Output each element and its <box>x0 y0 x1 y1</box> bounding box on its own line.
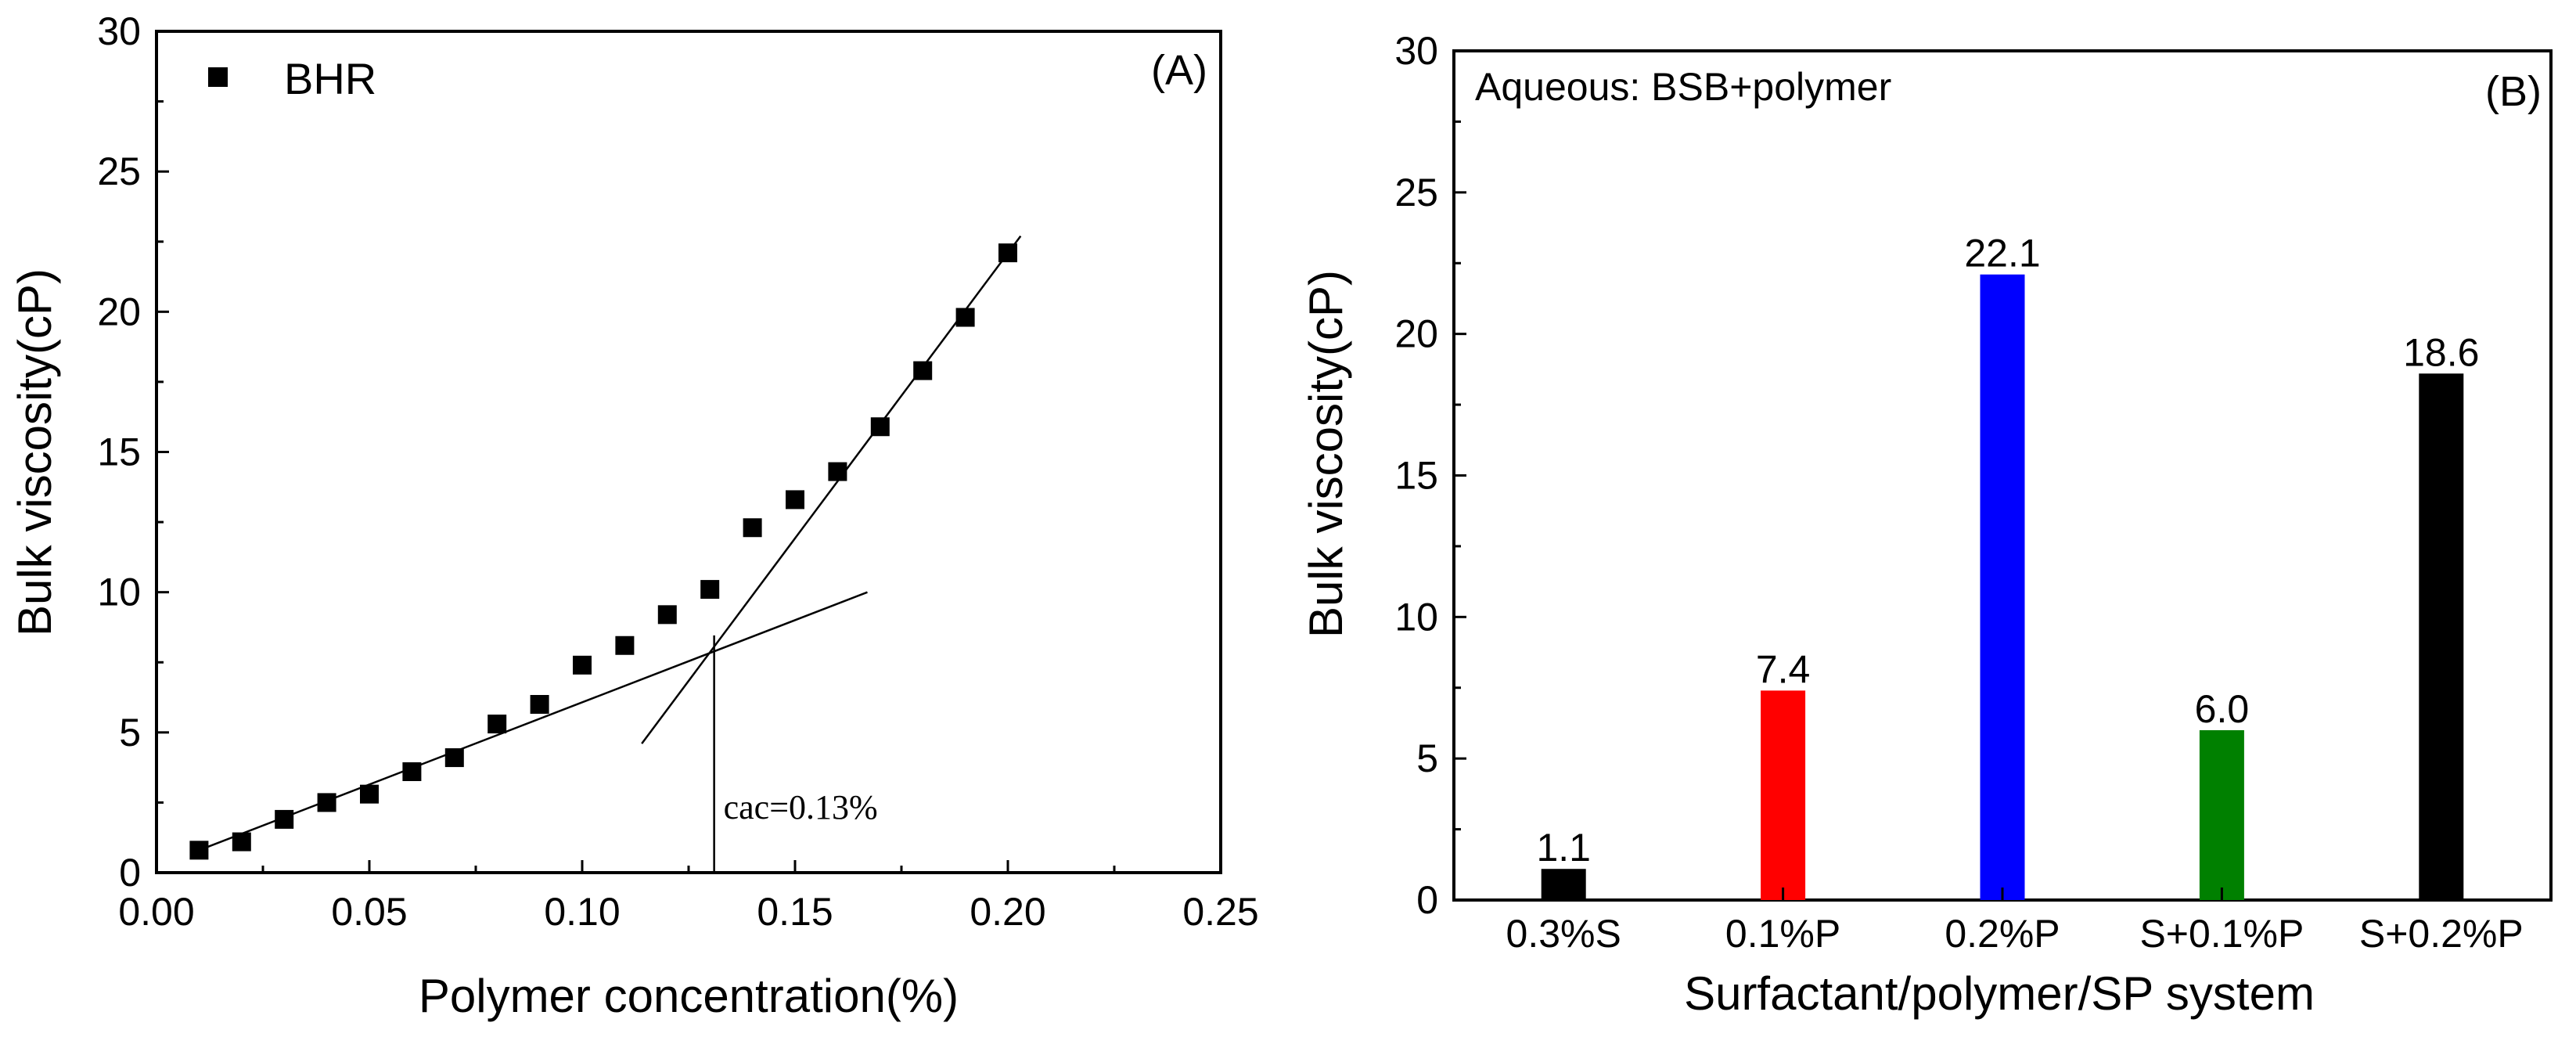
bar <box>1761 690 1806 900</box>
data-point <box>828 462 847 481</box>
y-tick-label: 30 <box>1394 29 1438 73</box>
data-point <box>317 793 336 812</box>
panel-a-y-ticks: 0 5 10 15 20 25 30 <box>97 9 169 895</box>
panel-b-x-ticks: 0.3%S 0.1%P 0.2%P S+0.1%P S+0.2%P <box>1506 888 2524 956</box>
panel-a-x-ticks: 0.00 0.05 0.10 0.15 0.20 0.25 <box>118 860 1259 934</box>
data-point <box>743 518 762 538</box>
panel-b-y-axis-title: Bulk viscosity(cP) <box>1300 270 1352 638</box>
panel-a-x-axis-title: Polymer concentration(%) <box>419 970 959 1022</box>
data-point <box>870 417 890 437</box>
y-tick-label: 20 <box>1394 312 1438 356</box>
panel-a-label: (A) <box>1151 47 1207 94</box>
data-point <box>189 841 209 860</box>
data-point <box>657 605 677 625</box>
panel-a-fit-lines <box>198 235 1022 873</box>
data-point <box>444 748 464 768</box>
fit-line <box>198 591 868 852</box>
panel-b-label: (B) <box>2485 68 2542 115</box>
panel-b: 0 5 10 15 20 25 30 1.1 7.4 22.1 6.0 18.6 0.3%S 0.1%… <box>1300 29 2553 1020</box>
x-tick-label: 0.00 <box>118 890 194 934</box>
data-point <box>275 809 294 829</box>
bar-value-label: 7.4 <box>1756 647 1811 691</box>
x-category-label: 0.2%P <box>1945 912 2060 956</box>
data-point <box>913 361 933 380</box>
y-tick-label: 15 <box>1394 454 1438 498</box>
y-tick-label: 25 <box>1394 171 1438 214</box>
x-category-label: 0.3%S <box>1506 912 1621 956</box>
panel-b-x-axis-title: Surfactant/polymer/SP system <box>1684 967 2315 1020</box>
y-tick-label: 10 <box>97 571 141 614</box>
data-point <box>615 636 635 655</box>
data-point <box>232 832 251 852</box>
legend-marker-bhr <box>208 67 228 87</box>
x-tick-label: 0.15 <box>757 890 833 934</box>
y-tick-label: 5 <box>119 711 141 754</box>
data-point <box>700 580 720 600</box>
data-point <box>998 243 1017 263</box>
bar-value-label: 18.6 <box>2403 330 2479 374</box>
data-point <box>573 655 592 675</box>
y-tick-label: 15 <box>97 430 141 474</box>
x-tick-label: 0.05 <box>331 890 407 934</box>
x-category-label: 0.1%P <box>1725 912 1840 956</box>
panel-b-title: Aqueous: BSB+polymer <box>1475 65 1891 109</box>
y-tick-label: 30 <box>97 9 141 53</box>
bar-value-label: 6.0 <box>2195 687 2250 731</box>
y-tick-label: 25 <box>97 149 141 193</box>
x-category-label: S+0.2%P <box>2359 912 2524 956</box>
data-point <box>955 308 975 327</box>
y-tick-label: 5 <box>1416 736 1438 780</box>
y-tick-label: 10 <box>1394 595 1438 639</box>
y-tick-label: 0 <box>1416 878 1438 922</box>
bar <box>2419 373 2464 900</box>
panel-a-data-points <box>189 243 1017 860</box>
bar <box>2199 730 2244 900</box>
x-tick-label: 0.10 <box>544 890 620 934</box>
x-tick-label: 0.20 <box>970 890 1045 934</box>
data-point <box>402 762 422 781</box>
panel-a-plot-frame <box>155 30 1222 874</box>
panel-b-bars: 1.1 7.4 22.1 6.0 18.6 <box>1536 232 2479 900</box>
data-point <box>360 784 379 804</box>
panel-a-y-axis-title: Bulk viscosity(cP) <box>9 268 61 636</box>
data-point <box>786 490 804 509</box>
legend-label-bhr: BHR <box>284 54 376 103</box>
cac-annotation: cac=0.13% <box>724 788 878 826</box>
bar-value-label: 1.1 <box>1536 826 1591 870</box>
x-category-label: S+0.1%P <box>2139 912 2304 956</box>
data-point <box>530 695 549 714</box>
x-tick-label: 0.25 <box>1182 890 1258 934</box>
data-point <box>487 715 507 734</box>
y-tick-label: 20 <box>97 290 141 333</box>
panel-b-y-ticks: 0 5 10 15 20 25 30 <box>1394 29 1466 922</box>
y-tick-label: 0 <box>119 851 141 895</box>
bar-value-label: 22.1 <box>1964 232 2040 275</box>
panel-a: 0 5 10 15 20 25 30 0.00 0.05 0.10 0.15 0.20 0.25 BH… <box>9 9 1259 1022</box>
bar <box>1980 274 2025 900</box>
